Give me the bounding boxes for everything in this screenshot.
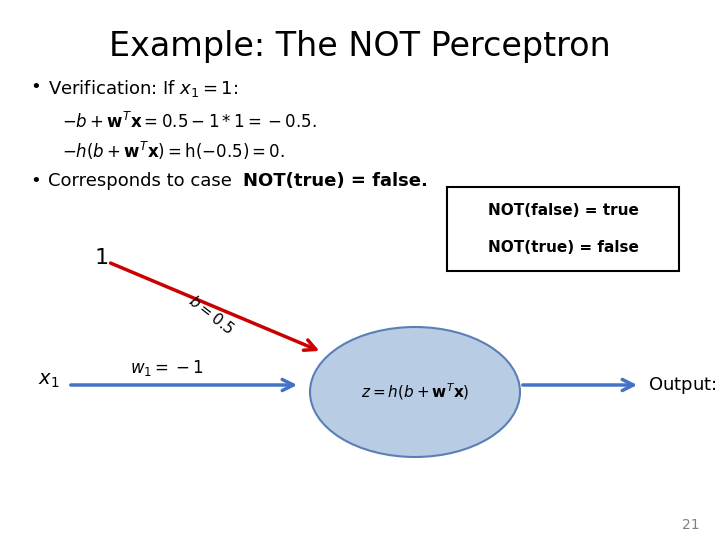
Text: $-b + \mathbf{w}^T\mathbf{x} = 0.5 - 1*1 = -0.5.$: $-b + \mathbf{w}^T\mathbf{x} = 0.5 - 1*1… <box>62 112 317 132</box>
Text: $x_1$: $x_1$ <box>38 370 60 389</box>
Text: NOT(true) = false: NOT(true) = false <box>487 240 639 254</box>
Ellipse shape <box>310 327 520 457</box>
Text: Verification: If $x_1 = 1$:: Verification: If $x_1 = 1$: <box>48 78 238 99</box>
Text: NOT(false) = true: NOT(false) = true <box>487 204 639 219</box>
Text: 1: 1 <box>95 248 109 268</box>
Text: 21: 21 <box>683 518 700 532</box>
Text: $w_1 = -1$: $w_1 = -1$ <box>130 358 204 378</box>
Text: •: • <box>30 78 41 96</box>
Text: •: • <box>30 172 41 190</box>
Text: $b = 0.5$: $b = 0.5$ <box>185 292 237 338</box>
Text: $-h(b + \mathbf{w}^T\mathbf{x}) = \mathrm{h}(-0.5) = 0.$: $-h(b + \mathbf{w}^T\mathbf{x}) = \mathr… <box>62 140 285 162</box>
Text: $z = h(b + \mathbf{w}^T\mathbf{x})$: $z = h(b + \mathbf{w}^T\mathbf{x})$ <box>361 382 469 402</box>
Text: Output: $z$: Output: $z$ <box>648 375 720 395</box>
FancyBboxPatch shape <box>447 187 679 271</box>
Text: Example: The NOT Perceptron: Example: The NOT Perceptron <box>109 30 611 63</box>
Text: NOT(true) = false.: NOT(true) = false. <box>243 172 428 190</box>
Text: Corresponds to case: Corresponds to case <box>48 172 238 190</box>
